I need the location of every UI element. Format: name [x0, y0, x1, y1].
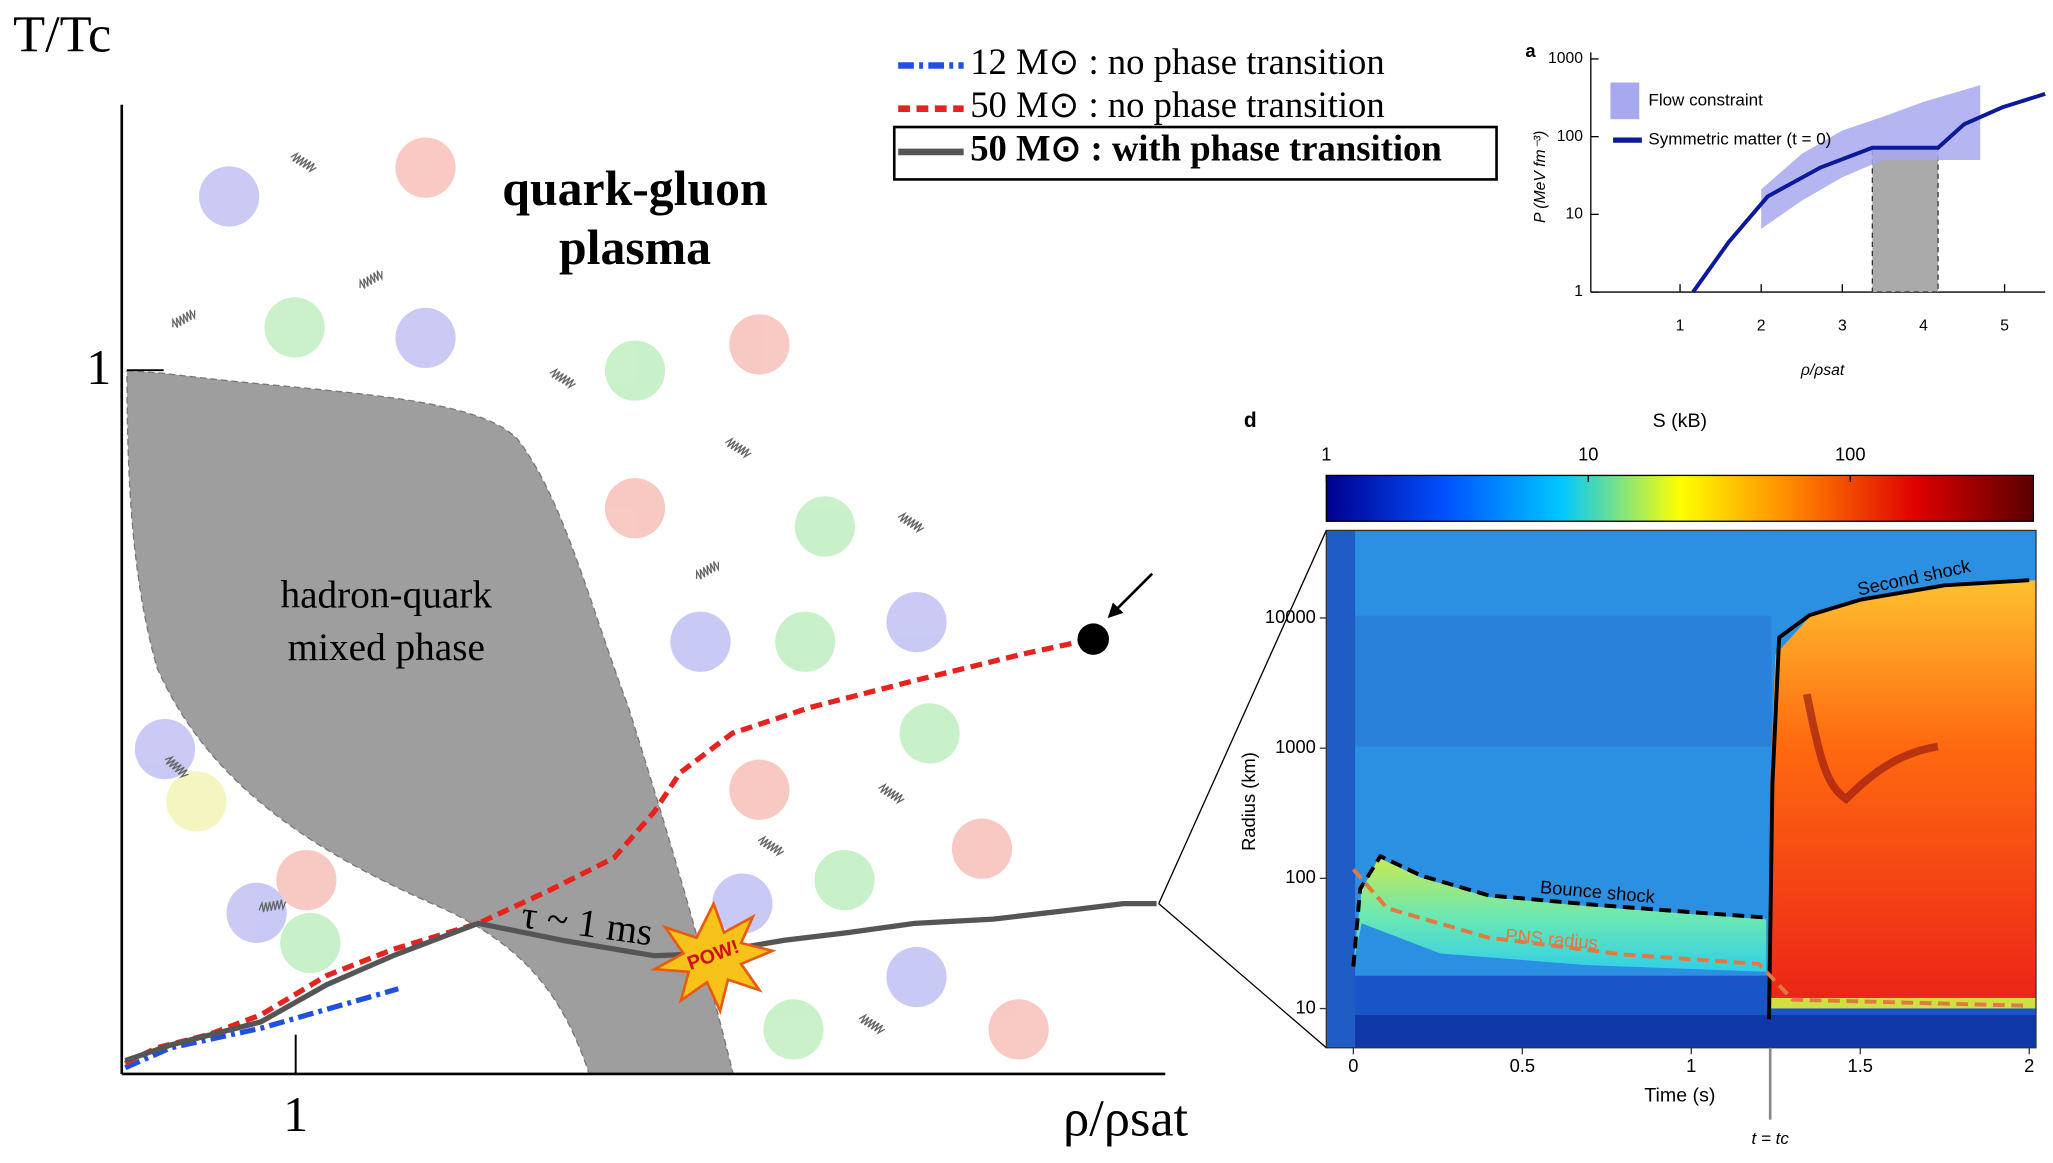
x-axis-label: Time (s): [1644, 1084, 1715, 1106]
y-tick-label: 10: [1565, 206, 1583, 223]
zoom-line: [1158, 530, 1327, 904]
arrow-head: [1107, 602, 1124, 619]
panel-label: a: [1525, 40, 1536, 61]
panel-label: d: [1244, 409, 1257, 432]
x-tick-label: 3: [1838, 317, 1847, 334]
x-tick-label: 5: [2000, 317, 2009, 334]
band: [1761, 85, 1981, 229]
legend-highlight: [892, 125, 1498, 181]
particles: [134, 137, 1049, 1060]
x-tick-label: 1: [1676, 317, 1685, 334]
x-tick-label: 0.5: [1510, 1055, 1535, 1076]
x-tick-label: 1: [283, 1087, 308, 1142]
colorbar: [1325, 474, 2035, 522]
y-axis-label: Radius (km): [1238, 752, 1259, 851]
line: [124, 636, 1093, 1066]
region-label: hadron-quark: [281, 574, 493, 617]
zoom-line: [1158, 903, 1327, 1049]
series-group: [1691, 85, 2046, 294]
pow-burst: [650, 900, 777, 1016]
x-tick-label: 1.5: [1848, 1055, 1873, 1076]
region-label: plasma: [559, 220, 711, 275]
colorbar-tick-label: 1: [1321, 444, 1331, 465]
y-axis-label: P (MeV fm⁻³): [1532, 131, 1549, 223]
line: [1351, 854, 1766, 967]
region-label: quark-gluon: [502, 161, 767, 216]
y-axis-label: T/Tc: [13, 5, 111, 63]
legend-label: 50 M⊙ : no phase transition: [970, 84, 1385, 125]
legend-swatch: [1610, 82, 1640, 120]
y-tick-label: 100: [1285, 866, 1316, 887]
y-tick-label: 1000: [1548, 50, 1583, 67]
entropy-map: [1326, 530, 2036, 1048]
line: [1691, 92, 2046, 294]
y-tick-label: 10000: [1265, 606, 1316, 627]
y-tick-label: 1000: [1275, 736, 1316, 757]
x-tick-label: 2: [2024, 1055, 2034, 1076]
legend-label: Flow constraint: [1648, 90, 1763, 109]
legend-label: 12 M⊙ : no phase transition: [970, 41, 1385, 82]
x-tick-label: 4: [1919, 317, 1928, 334]
series-group: [1351, 578, 2030, 1020]
y-tick-label: 10: [1295, 996, 1315, 1017]
legend-label: 50 M⊙ : with phase transition: [970, 127, 1442, 168]
legend-label: Symmetric matter (t = 0): [1648, 130, 1831, 149]
line: [1351, 868, 2030, 1008]
x-tick-label: 2: [1757, 317, 1766, 334]
colorbar-tick-label: 10: [1578, 444, 1598, 465]
region-label: mixed phase: [288, 626, 485, 669]
endpoint-marker: [1077, 623, 1109, 655]
y-tick-label: 100: [1557, 128, 1583, 145]
x-tick-label: 0: [1348, 1055, 1358, 1076]
y-tick-label: 1: [86, 340, 111, 395]
shaded-range: [1871, 147, 1939, 293]
colorbar-label: S (kB): [1653, 410, 1708, 432]
arrow: [1114, 572, 1154, 612]
colorbar-tick-label: 100: [1835, 444, 1866, 465]
line: [124, 986, 400, 1071]
plot-frame: [1325, 529, 2037, 1049]
mixed-phase-region: [126, 369, 735, 1075]
annotation: t = tc: [1752, 1129, 1790, 1148]
line: [1767, 578, 2030, 1020]
x-axis-label: ρ/ρsat: [1063, 1090, 1188, 1148]
y-tick-label: 1: [1574, 283, 1583, 300]
x-axis-label: ρ/ρsat: [1800, 362, 1845, 379]
x-tick-label: 1: [1686, 1055, 1696, 1076]
